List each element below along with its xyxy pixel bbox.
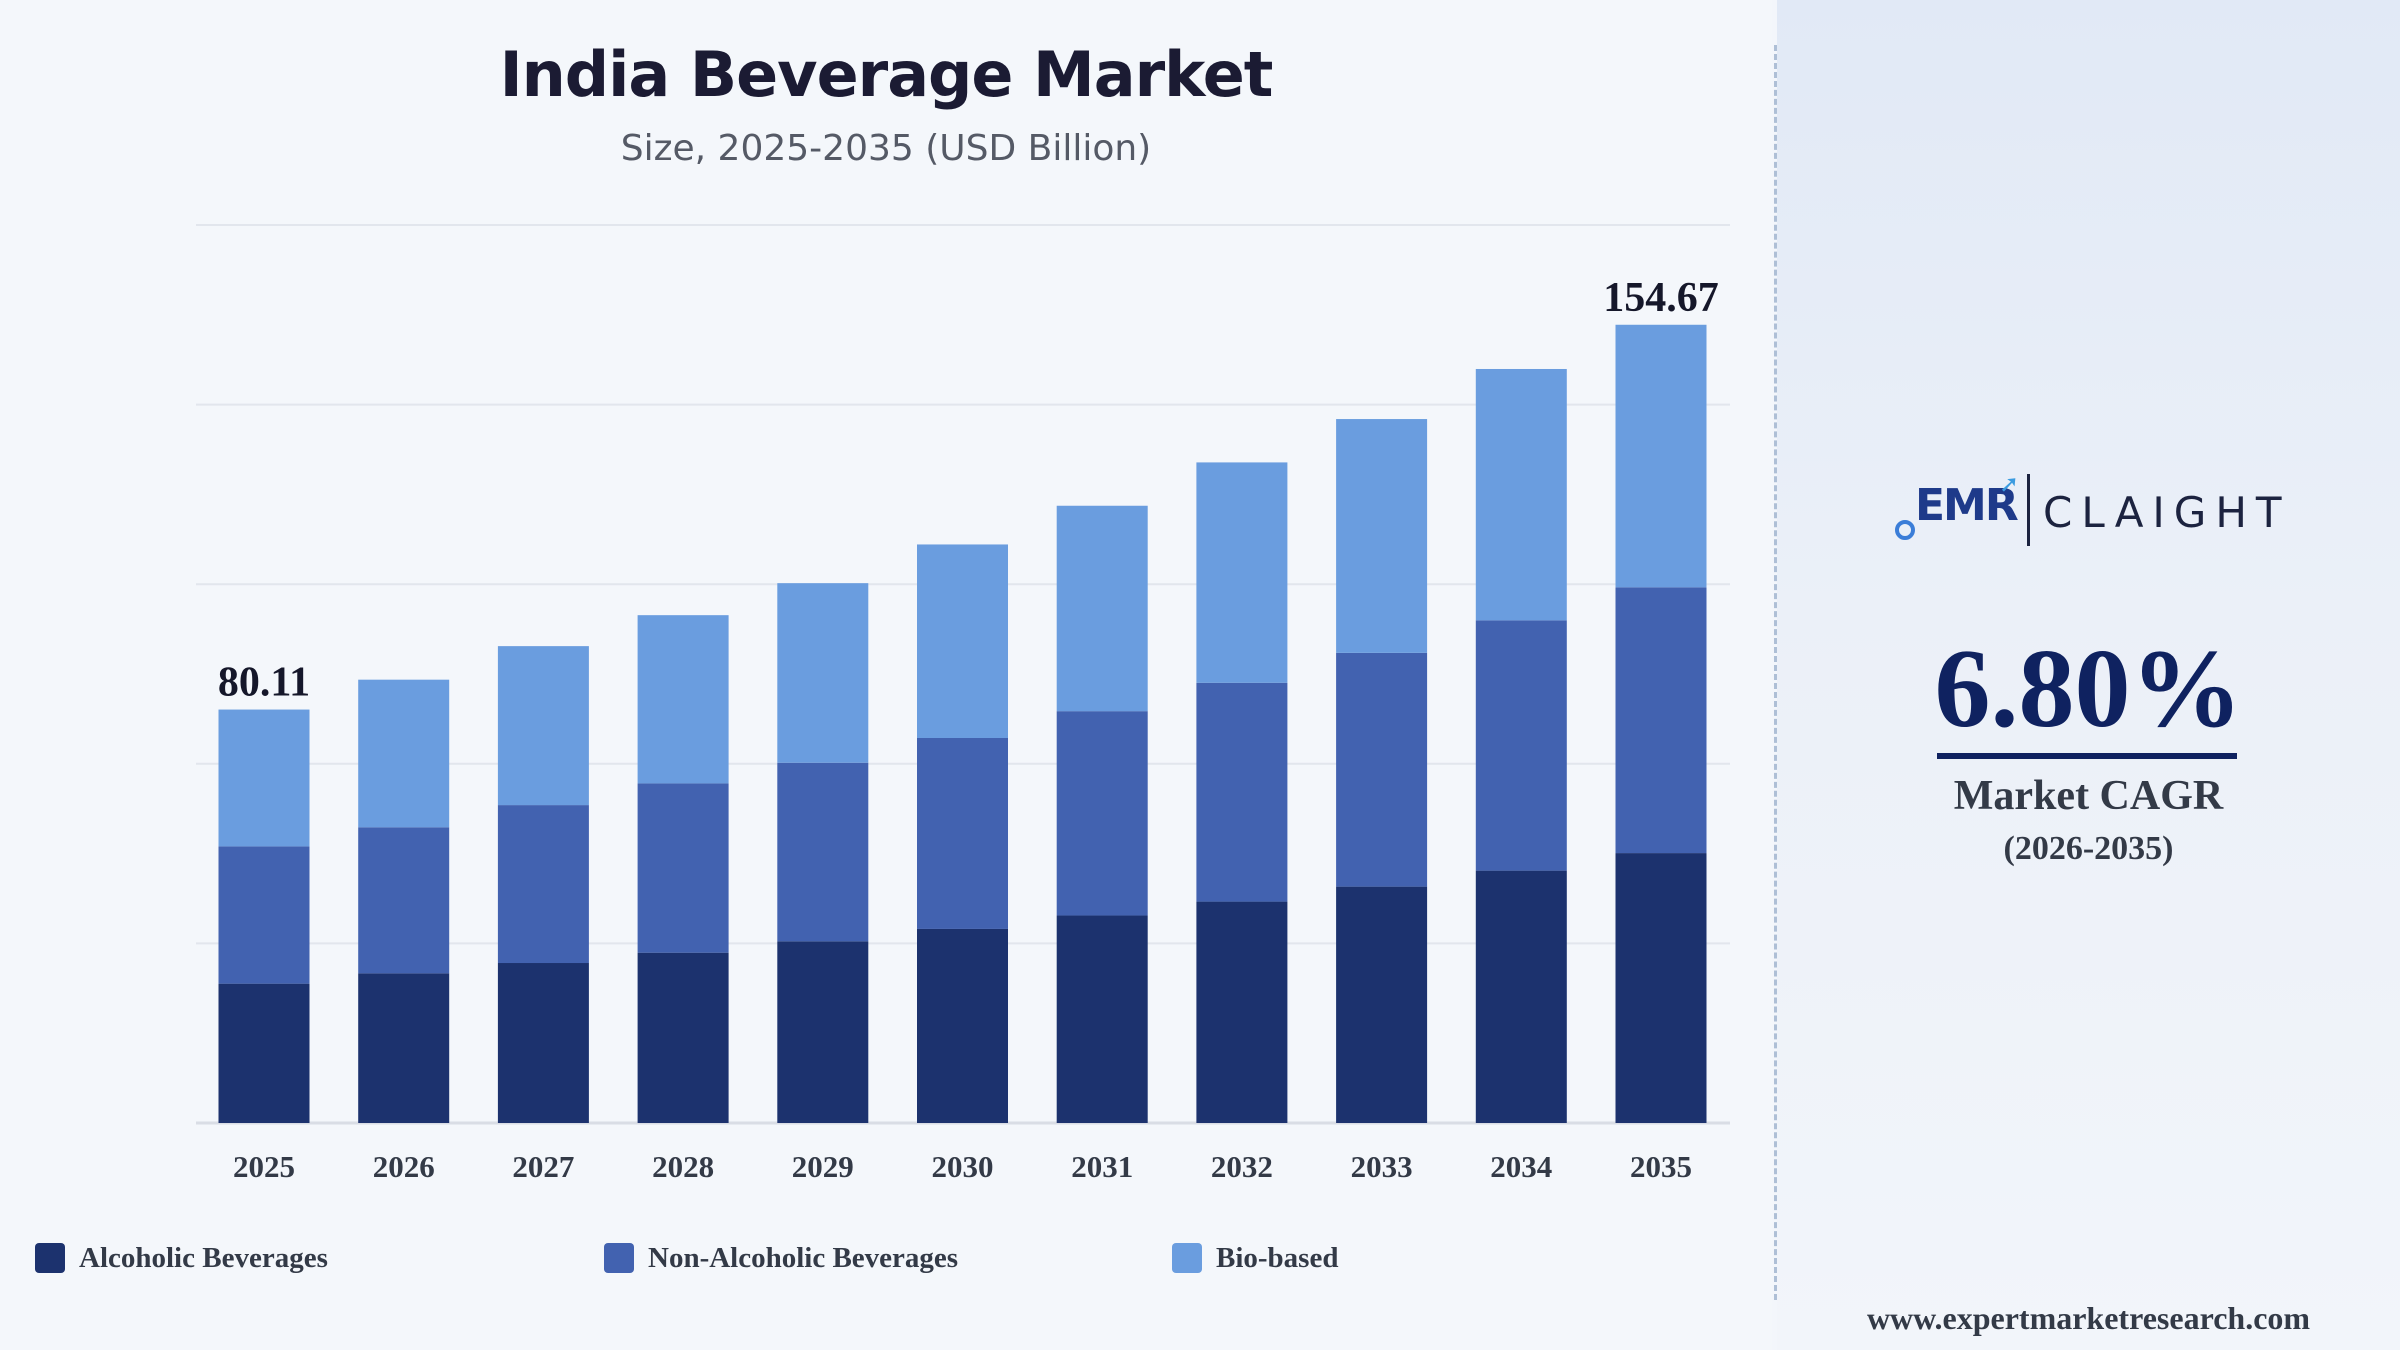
logo-separator	[2027, 474, 2030, 546]
bar-segment-2028-alcoholic	[637, 952, 729, 1123]
x-tick-label: 2028	[652, 1149, 714, 1184]
logo-dot-icon	[1895, 520, 1915, 540]
logo-arrow-icon: ➚	[1999, 470, 2020, 498]
logo-emr-text: EMR	[1915, 480, 2019, 531]
legend-swatch-alcoholic	[35, 1243, 65, 1273]
cagr-period: (2026-2035)	[2003, 830, 2174, 867]
bar-segment-2032-bio-based	[1196, 462, 1288, 683]
emr-claight-logo: EMR ➚ CLAIGHT	[1895, 470, 2295, 550]
labels: 2025 2026 2027 2028 2029 2030 2031 2032 2033 2034…	[218, 275, 1719, 1184]
bar-segment-2032-alcoholic	[1196, 901, 1288, 1123]
x-tick-label: 2029	[792, 1149, 854, 1184]
cagr-value: 6.80%	[1934, 627, 2243, 751]
x-tick-label: 2030	[932, 1149, 994, 1184]
x-tick-label: 2026	[373, 1149, 435, 1184]
cagr-underline	[1937, 753, 2237, 759]
x-tick-label: 2031	[1071, 1149, 1133, 1184]
bar-segment-2031-non-alcoholic	[1056, 711, 1148, 916]
legend-swatch-non-alcoholic	[604, 1243, 634, 1273]
legend-label: Bio-based	[1216, 1241, 1339, 1274]
legend-swatch-bio-based	[1172, 1243, 1202, 1273]
website-link[interactable]: www.expertmarketresearch.com	[1866, 1300, 2311, 1336]
legend-label: Non-Alcoholic Beverages	[648, 1241, 959, 1274]
bar-segment-2029-alcoholic	[777, 941, 869, 1123]
panel-divider	[1774, 45, 1777, 1300]
bar-segment-2027-bio-based	[497, 646, 589, 806]
bar-segment-2031-alcoholic	[1056, 915, 1148, 1123]
x-tick-label: 2027	[512, 1149, 574, 1184]
chart-subtitle: Size, 2025-2035 (USD Billion)	[620, 128, 1152, 169]
bar-segment-2030-alcoholic	[917, 928, 1008, 1123]
bar-segment-2025-alcoholic	[218, 983, 310, 1123]
bar-segment-2027-non-alcoholic	[497, 805, 589, 964]
legend-item-bio-based: Bio-based	[1172, 1240, 1338, 1276]
x-tick-label: 2025	[233, 1149, 295, 1184]
bar-segment-2031-bio-based	[1056, 505, 1148, 712]
x-tick-label: 2035	[1630, 1149, 1692, 1184]
logo-claight-text: CLAIGHT	[2043, 488, 2291, 537]
side-panel	[1777, 0, 2400, 1350]
bar-segment-2028-non-alcoholic	[637, 783, 729, 953]
bar-segment-2028-bio-based	[637, 615, 729, 784]
bar-segment-2034-bio-based	[1475, 368, 1567, 621]
legend-item-alcoholic: Alcoholic Beverages	[35, 1240, 328, 1276]
bar-segment-2026-bio-based	[358, 679, 450, 828]
bar-segment-2025-bio-based	[218, 709, 310, 847]
bar-segment-2030-bio-based	[917, 544, 1008, 738]
legend-item-non-alcoholic: Non-Alcoholic Beverages	[604, 1240, 958, 1276]
bar-segment-2033-non-alcoholic	[1336, 652, 1428, 887]
legend-label: Alcoholic Beverages	[79, 1241, 328, 1274]
bar-segment-2029-bio-based	[777, 583, 869, 763]
bar-segment-2026-alcoholic	[358, 973, 450, 1123]
cagr-label: Market CAGR	[1953, 773, 2224, 819]
stacked-bar-chart: 2025 2026 2027 2028 2029 2030 2031 2032 2033 2034…	[196, 224, 1730, 1184]
data-label-2035: 154.67	[1603, 275, 1719, 321]
bar-segment-2030-non-alcoholic	[917, 737, 1008, 929]
x-tick-label: 2034	[1490, 1149, 1552, 1184]
bar-segment-2035-bio-based	[1615, 324, 1707, 588]
bar-segment-2027-alcoholic	[497, 963, 589, 1123]
x-tick-label: 2033	[1351, 1149, 1413, 1184]
bar-segment-2026-non-alcoholic	[358, 827, 450, 974]
bar-segment-2025-non-alcoholic	[218, 846, 310, 984]
bars	[218, 324, 1707, 1123]
bar-segment-2034-alcoholic	[1475, 870, 1567, 1123]
bar-segment-2032-non-alcoholic	[1196, 682, 1288, 902]
chart-title: India Beverage Market	[499, 38, 1274, 111]
bar-segment-2035-non-alcoholic	[1615, 587, 1707, 854]
bar-segment-2029-non-alcoholic	[777, 762, 869, 942]
bar-segment-2033-alcoholic	[1336, 886, 1428, 1123]
bar-segment-2035-alcoholic	[1615, 853, 1707, 1123]
data-label-2025: 80.11	[218, 660, 310, 706]
x-tick-label: 2032	[1211, 1149, 1273, 1184]
bar-segment-2034-non-alcoholic	[1475, 620, 1567, 871]
chart-panel: India Beverage Market Size, 2025-2035 (U…	[35, 38, 1730, 1276]
bar-segment-2033-bio-based	[1336, 419, 1428, 653]
